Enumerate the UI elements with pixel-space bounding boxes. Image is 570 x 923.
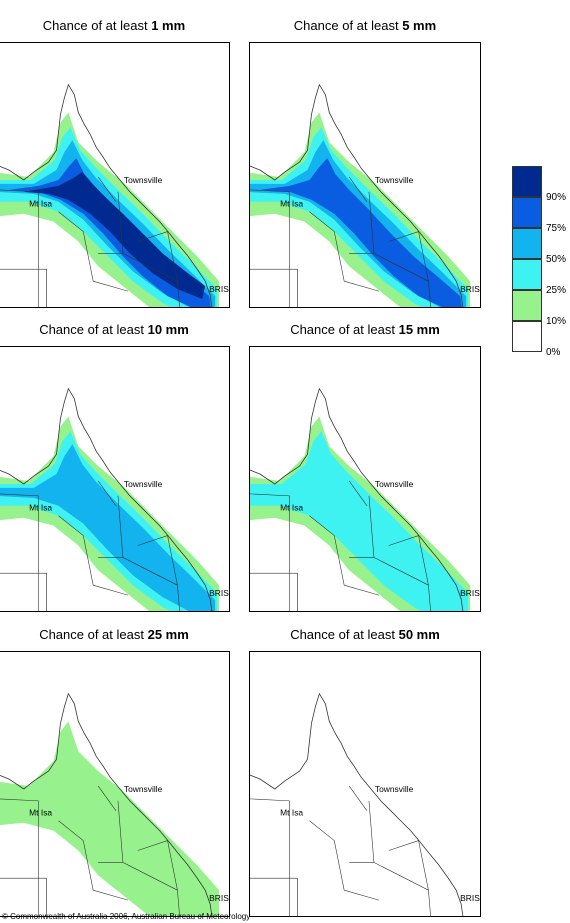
district-borders	[250, 785, 431, 916]
place-label-townsville: Townsville	[375, 784, 414, 794]
state-border	[250, 572, 298, 611]
land-area	[250, 693, 463, 916]
rainfall-map: Townsville Mt Isa BRIS	[0, 42, 230, 308]
coastline	[250, 83, 464, 307]
place-label-bris: BRIS	[209, 588, 229, 598]
coastline	[0, 83, 213, 307]
district-borders	[0, 480, 180, 611]
place-label-bris: BRIS	[209, 893, 229, 903]
rainfall-map: Townsville Mt Isa BRIS	[249, 651, 481, 917]
place-label-townsville: Townsville	[124, 784, 163, 794]
district-borders	[0, 785, 180, 916]
rainfall-map: Townsville Mt Isa BRIS	[0, 346, 230, 612]
rainfall-probability-band	[259, 158, 462, 307]
coastline	[0, 387, 213, 611]
coastline	[0, 692, 213, 916]
map-canvas: Townsville Mt Isa BRIS	[250, 692, 480, 916]
place-label-bris: BRIS	[460, 588, 480, 598]
panel-title: Chance of at least 10 mm	[39, 322, 189, 337]
place-label-bris: BRIS	[460, 284, 480, 294]
legend-swatch-75	[512, 197, 542, 228]
map-canvas: Townsville Mt Isa BRIS	[0, 387, 229, 611]
map-canvas: Townsville Mt Isa BRIS	[250, 387, 480, 611]
place-label-mt-isa: Mt Isa	[29, 808, 52, 818]
legend-label-90: 90%	[546, 192, 567, 203]
panel-title: Chance of at least 25 mm	[39, 627, 189, 642]
panel-title: Chance of at least 50 mm	[290, 627, 440, 642]
rainfall-map: Townsville Mt Isa BRIS	[249, 42, 481, 308]
rainfall-probability-band	[250, 431, 469, 611]
rainfall-probability-band	[0, 444, 216, 611]
rainfall-map: Townsville Mt Isa BRIS	[0, 651, 230, 917]
legend-swatch-50	[512, 228, 542, 259]
legend-label-10: 10%	[546, 316, 567, 327]
district-borders	[250, 480, 431, 611]
place-label-mt-isa: Mt Isa	[280, 808, 303, 818]
legend-label-0: 0%	[546, 347, 561, 358]
map-canvas: Townsville Mt Isa BRIS	[0, 692, 229, 916]
panel-title: Chance of at least 1 mm	[42, 18, 186, 33]
state-border	[250, 877, 298, 916]
rainfall-probability-band	[23, 172, 206, 300]
legend-label-50: 50%	[546, 254, 567, 265]
state-border	[0, 268, 47, 307]
legend-swatch-90	[512, 166, 542, 197]
place-label-bris: BRIS	[209, 284, 229, 294]
place-label-bris: BRIS	[460, 893, 480, 903]
place-label-townsville: Townsville	[375, 479, 414, 489]
panel-title: Chance of at least 15 mm	[290, 322, 440, 337]
place-label-mt-isa: Mt Isa	[29, 199, 52, 209]
place-label-mt-isa: Mt Isa	[29, 503, 52, 513]
coastline	[250, 387, 464, 611]
place-label-mt-isa: Mt Isa	[280, 199, 303, 209]
copyright-notice: © Commonwealth of Australia 2006, Austra…	[2, 912, 251, 921]
place-label-townsville: Townsville	[375, 175, 414, 185]
district-borders	[0, 176, 180, 307]
legend-swatch-25	[512, 259, 542, 290]
map-canvas: Townsville Mt Isa BRIS	[0, 83, 229, 307]
legend-swatch-10	[512, 290, 542, 321]
place-label-townsville: Townsville	[124, 175, 163, 185]
state-border	[250, 268, 298, 307]
place-label-townsville: Townsville	[124, 479, 163, 489]
state-border	[0, 877, 47, 916]
rainfall-map: Townsville Mt Isa BRIS	[249, 346, 481, 612]
legend-label-75: 75%	[546, 223, 567, 234]
legend-swatch-0	[512, 321, 542, 352]
rainfall-probability-band	[0, 721, 220, 916]
state-border	[0, 572, 47, 611]
legend-label-25: 25%	[546, 285, 567, 296]
coastline	[250, 692, 464, 916]
panel-title: Chance of at least 5 mm	[293, 18, 437, 33]
district-borders	[250, 176, 431, 307]
map-canvas: Townsville Mt Isa BRIS	[250, 83, 480, 307]
place-label-mt-isa: Mt Isa	[280, 503, 303, 513]
